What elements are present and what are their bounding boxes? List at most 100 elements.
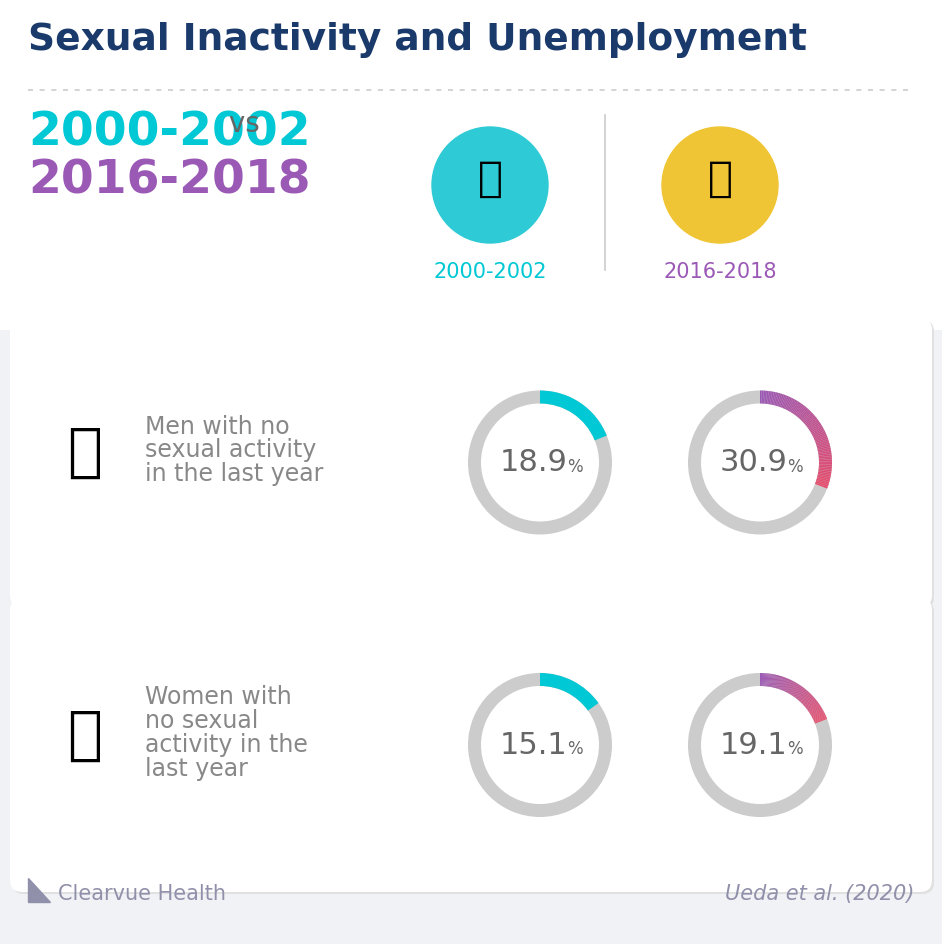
Wedge shape (788, 683, 796, 694)
Text: 15.1: 15.1 (500, 731, 568, 760)
Wedge shape (817, 477, 830, 482)
Text: 18.9: 18.9 (500, 448, 568, 477)
Wedge shape (802, 694, 811, 703)
Text: Men with no: Men with no (145, 414, 289, 439)
Wedge shape (769, 391, 772, 404)
Wedge shape (814, 432, 826, 439)
Wedge shape (819, 460, 832, 462)
FancyBboxPatch shape (10, 598, 932, 892)
Wedge shape (804, 698, 815, 707)
Text: 2000-2002: 2000-2002 (433, 262, 546, 282)
Wedge shape (777, 676, 782, 689)
Text: Women with: Women with (145, 685, 292, 709)
Wedge shape (819, 456, 832, 459)
Wedge shape (797, 689, 805, 700)
Wedge shape (810, 707, 822, 715)
Text: 👫: 👫 (478, 158, 502, 200)
Wedge shape (771, 674, 775, 687)
Wedge shape (818, 471, 831, 475)
FancyBboxPatch shape (10, 318, 932, 607)
Wedge shape (799, 691, 808, 701)
Wedge shape (816, 480, 829, 485)
Wedge shape (818, 447, 831, 451)
Wedge shape (816, 439, 829, 445)
Wedge shape (785, 397, 792, 410)
Wedge shape (784, 680, 790, 692)
Wedge shape (766, 391, 769, 404)
Wedge shape (768, 674, 771, 686)
Wedge shape (808, 703, 820, 712)
Wedge shape (818, 449, 831, 453)
Wedge shape (762, 673, 763, 686)
Wedge shape (809, 423, 821, 431)
Wedge shape (760, 391, 762, 403)
Circle shape (432, 127, 548, 243)
Wedge shape (807, 419, 819, 428)
Wedge shape (808, 703, 819, 711)
Wedge shape (819, 464, 832, 466)
Wedge shape (775, 675, 779, 688)
Wedge shape (767, 391, 771, 404)
Wedge shape (803, 696, 813, 705)
Wedge shape (798, 689, 806, 700)
Wedge shape (765, 673, 768, 686)
Wedge shape (817, 444, 830, 448)
Wedge shape (761, 391, 764, 404)
Wedge shape (818, 474, 831, 479)
Wedge shape (806, 701, 818, 710)
Wedge shape (819, 451, 831, 454)
Wedge shape (811, 709, 823, 716)
Text: 19.1: 19.1 (720, 731, 788, 760)
FancyBboxPatch shape (12, 320, 934, 609)
Wedge shape (792, 402, 801, 414)
Text: %: % (788, 458, 803, 476)
Wedge shape (788, 398, 795, 411)
Wedge shape (787, 681, 793, 693)
Wedge shape (810, 425, 822, 432)
Text: 30.9: 30.9 (720, 448, 788, 477)
Wedge shape (812, 430, 824, 437)
FancyBboxPatch shape (0, 0, 942, 330)
Wedge shape (812, 712, 824, 718)
Wedge shape (818, 473, 831, 477)
Wedge shape (809, 705, 820, 714)
Wedge shape (774, 393, 779, 406)
Wedge shape (774, 675, 778, 688)
Wedge shape (760, 673, 761, 686)
Wedge shape (776, 676, 781, 688)
Wedge shape (787, 398, 793, 411)
Wedge shape (817, 443, 830, 447)
Wedge shape (540, 391, 607, 441)
Wedge shape (813, 430, 825, 438)
Wedge shape (804, 696, 814, 705)
Wedge shape (781, 678, 787, 690)
Wedge shape (819, 470, 832, 474)
Wedge shape (808, 422, 820, 430)
Text: Ueda et al. (2020): Ueda et al. (2020) (724, 884, 914, 904)
Wedge shape (792, 685, 801, 697)
Wedge shape (819, 454, 832, 457)
Wedge shape (792, 684, 800, 696)
Wedge shape (793, 685, 802, 697)
Wedge shape (771, 392, 775, 405)
Text: %: % (788, 740, 803, 758)
Wedge shape (796, 405, 805, 416)
Wedge shape (814, 716, 827, 723)
Wedge shape (815, 436, 827, 442)
Wedge shape (814, 715, 826, 721)
Wedge shape (540, 673, 598, 711)
Wedge shape (778, 677, 784, 689)
Wedge shape (811, 708, 822, 716)
Wedge shape (761, 673, 762, 686)
Wedge shape (819, 467, 832, 470)
Wedge shape (803, 413, 813, 423)
Wedge shape (797, 407, 806, 417)
Wedge shape (815, 437, 828, 444)
Wedge shape (804, 413, 814, 424)
Text: Sexual Inactivity and Unemployment: Sexual Inactivity and Unemployment (28, 22, 807, 58)
Wedge shape (813, 713, 825, 719)
Wedge shape (688, 673, 832, 817)
Wedge shape (802, 412, 812, 421)
Wedge shape (815, 718, 827, 724)
Text: 2000-2002: 2000-2002 (28, 110, 311, 155)
